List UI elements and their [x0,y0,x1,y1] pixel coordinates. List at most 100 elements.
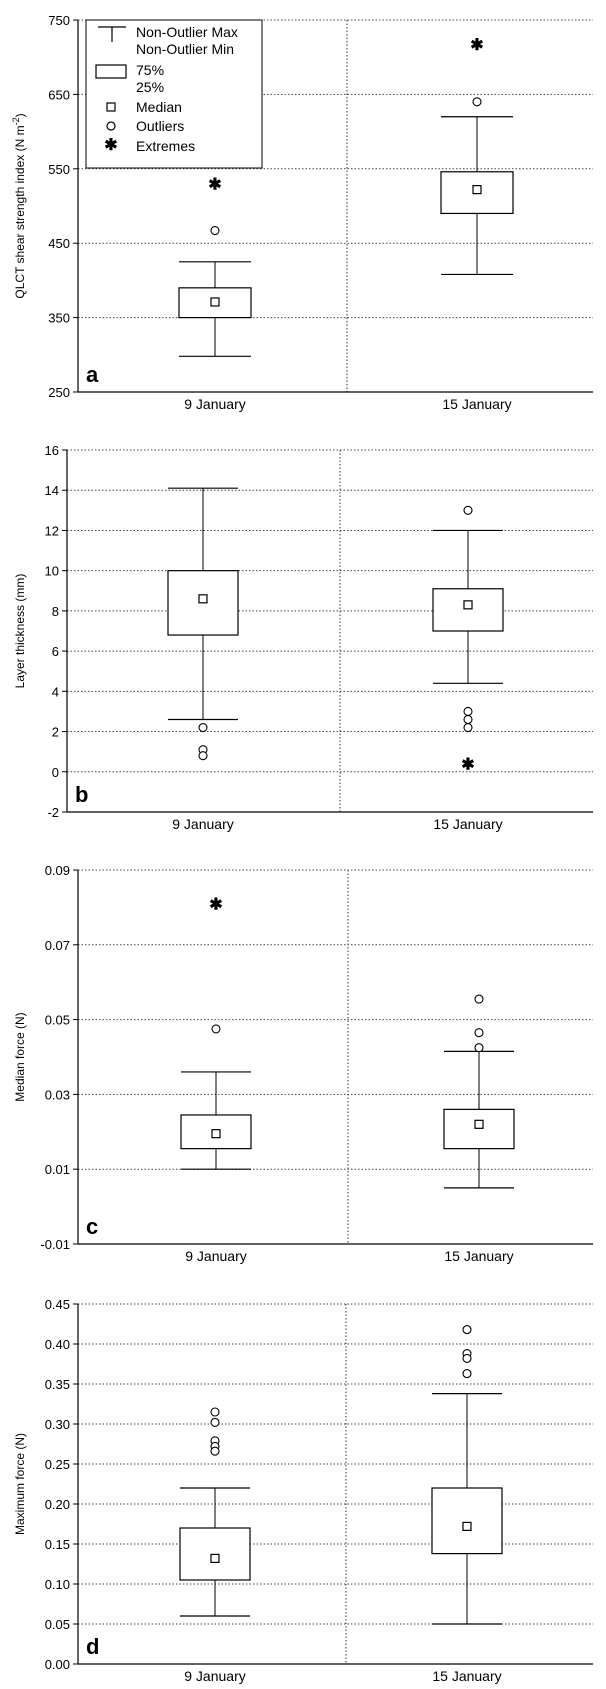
x-category-label: 9 January [172,816,233,832]
median-marker [474,1119,484,1129]
x-category-label: 9 January [184,396,245,412]
outlier-point [474,1028,484,1038]
y-tick-label: 8 [52,604,59,619]
outlier-point [472,97,482,107]
iqr-box [443,1108,515,1150]
median-marker [210,297,220,307]
x-category-label: 15 January [444,1248,513,1264]
y-tick-label: 0.40 [45,1337,70,1352]
extreme-point: ✱ [461,757,474,774]
iqr-box [431,1487,503,1555]
legend-median-label: Median [136,99,182,115]
y-tick-label: 0.15 [45,1537,70,1552]
y-tick-label: 750 [48,13,70,28]
y-axis-label: QLCT shear strength index (N m-2) [11,113,27,298]
median-marker [198,594,208,604]
outlier-point [210,226,220,236]
y-tick-label: 2 [52,725,59,740]
legend: Non-Outlier Max Non-Outlier Min 75% 25% … [85,19,263,169]
legend-median-symbol [106,102,116,112]
y-tick-label: 0.20 [45,1497,70,1512]
panel-letter: c [86,1214,98,1239]
x-category-label: 15 January [433,816,502,832]
y-tick-label: 550 [48,162,70,177]
legend-outliers-label: Outliers [136,118,184,134]
y-tick-label: 0.01 [45,1162,70,1177]
legend-outlier-symbol [106,121,116,131]
legend-box-top-label: 75% [136,62,164,78]
y-tick-label: 250 [48,385,70,400]
panel-letter: b [75,782,88,807]
outlier-point [210,1407,220,1417]
legend-extreme-symbol: ✱ [104,137,117,154]
panel-a: 250 350 450 550 650 750 9 January ✱ 15 January ✱ a… [11,13,593,412]
y-tick-label: 450 [48,236,70,251]
y-tick-label: 0.05 [45,1617,70,1632]
outlier-point [210,1417,220,1427]
legend-box-bottom-label: 25% [136,79,164,95]
median-marker [472,185,482,195]
outlier-point [462,1325,472,1335]
y-tick-label: 4 [52,684,59,699]
y-tick-label: 0.00 [45,1657,70,1672]
iqr-box [179,1527,251,1581]
panel-letter: d [86,1634,99,1659]
median-marker [463,600,473,610]
outlier-point [198,722,208,733]
y-tick-label: 14 [45,483,59,498]
y-tick-label: 0.25 [45,1457,70,1472]
outlier-point [211,1024,221,1034]
x-category-label: 9 January [185,1248,246,1264]
extreme-point: ✱ [470,37,483,54]
y-axis-label-superscript: -2 [11,117,21,125]
y-tick-label: 650 [48,87,70,102]
legend-box-symbol [95,64,127,79]
x-category-label: 9 January [184,1668,245,1684]
median-marker [462,1521,472,1532]
legend-frame [85,19,263,169]
outlier-point [474,1043,484,1053]
y-tick-label: 0.07 [45,938,70,953]
y-axis-label: Maximum force (N) [13,1433,27,1535]
outlier-point [463,714,473,725]
y-axis-label: Layer thickness (mm) [13,574,27,689]
extreme-point: ✱ [209,897,222,914]
median-marker [210,1553,220,1564]
legend-whisker-min-label: Non-Outlier Min [136,41,234,57]
outlier-point [474,994,484,1004]
y-axis-label-close: ) [13,113,27,117]
y-tick-label: 16 [45,443,59,458]
outlier-point [462,1369,472,1379]
outlier-point [463,505,473,515]
outlier-point [462,1353,472,1363]
y-tick-label: -0.01 [40,1237,70,1252]
y-tick-label: 0.10 [45,1577,70,1592]
y-tick-label: 12 [45,523,59,538]
x-category-label: 15 January [442,396,511,412]
extreme-point: ✱ [208,177,221,194]
y-tick-label: -2 [47,805,59,820]
outlier-point [463,722,473,733]
y-tick-label: 0.30 [45,1417,70,1432]
outlier-point [210,1446,220,1456]
legend-whisker-max-label: Non-Outlier Max [136,24,238,40]
y-tick-label: 0.35 [45,1377,70,1392]
x-category-label: 15 January [432,1668,501,1684]
panel-b: -2 0 2 4 6 8 10 12 14 16 9 January 15 January ✱ b Laye… [13,443,593,832]
panel-letter: a [86,362,99,387]
y-tick-label: 0.05 [45,1013,70,1028]
panel-d: 0.00 0.05 0.10 0.15 0.20 0.25 0.30 0.35 0.40 0.45… [13,1297,593,1684]
y-tick-label: 0 [52,765,59,780]
median-marker [211,1129,221,1139]
y-tick-label: 6 [52,644,59,659]
y-axis-label: Median force (N) [13,1012,27,1101]
iqr-box [432,588,504,632]
y-tick-label: 10 [45,564,59,579]
y-tick-label: 0.09 [45,863,70,878]
y-tick-label: 0.03 [45,1087,70,1102]
outlier-point [198,751,208,761]
y-tick-label: 350 [48,311,70,326]
panel-c: -0.01 0.01 0.03 0.05 0.07 0.09 9 January ✱ 15 Ja… [13,863,593,1264]
